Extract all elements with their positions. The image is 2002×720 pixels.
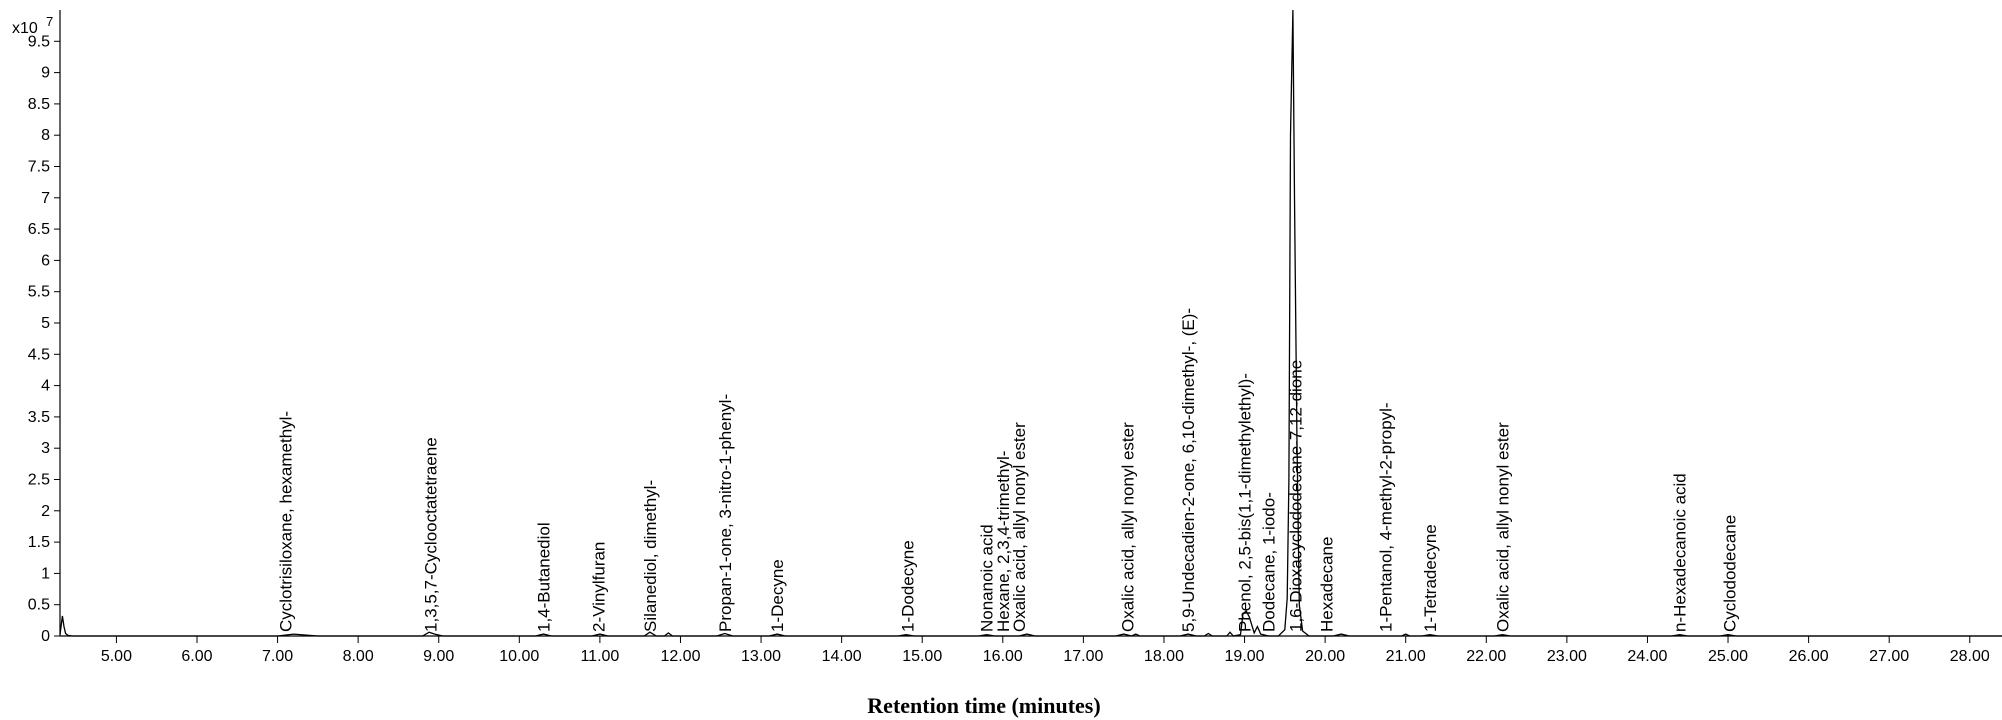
- y-tick-label: 6.5: [28, 221, 50, 238]
- y-tick-label: 5: [41, 315, 50, 332]
- y-tick-label: 2.5: [28, 472, 50, 489]
- x-tick-label: 26.00: [1789, 648, 1829, 665]
- y-tick-label: 8: [41, 127, 50, 144]
- x-tick-label: 25.00: [1708, 648, 1748, 665]
- peak-label: Propan-1-one, 3-nitro-1-phenyl-: [716, 394, 735, 632]
- y-tick-label: 1: [41, 565, 50, 582]
- x-tick-label: 5.00: [101, 648, 132, 665]
- x-tick-label: 24.00: [1627, 648, 1667, 665]
- y-tick-label: 6: [41, 252, 50, 269]
- y-tick-label: 7: [41, 190, 50, 207]
- x-tick-label: 7.00: [262, 648, 293, 665]
- y-tick-label: 0.5: [28, 597, 50, 614]
- peak-label: 1-Dodecyne: [899, 540, 918, 632]
- x-tick-label: 23.00: [1547, 648, 1587, 665]
- y-tick-label: 7.5: [28, 159, 50, 176]
- peak-label: Cyclotrisiloxane, hexamethyl-: [277, 411, 296, 632]
- y-tick-label: 9: [41, 65, 50, 82]
- y-tick-label: 8.5: [28, 96, 50, 113]
- peak-label: Oxalic acid, allyl nonyl ester: [1010, 422, 1029, 632]
- peak-label: Hexane, 2,3,4-trimethyl-: [994, 451, 1013, 632]
- x-tick-label: 13.00: [741, 648, 781, 665]
- peak-label: Nonanoic acid: [978, 524, 997, 632]
- chromatogram-trace: [59, 9, 2002, 637]
- y-tick-label: 2: [41, 503, 50, 520]
- x-tick-label: 10.00: [499, 648, 539, 665]
- x-tick-label: 27.00: [1869, 648, 1909, 665]
- x-tick-label: 16.00: [983, 648, 1023, 665]
- x-tick-label: 21.00: [1386, 648, 1426, 665]
- x-tick-label: 11.00: [580, 648, 619, 665]
- y-tick-label: 4: [41, 378, 50, 395]
- x-tick-label: 18.00: [1144, 648, 1184, 665]
- y-tick-label: 5.5: [28, 284, 50, 301]
- y-ticks: 0 0.5 1 1.5 2 2.5 3 3.5 4 4.5 5 5.5 6 6.5 7 7.5 8 8.5 9 9.5: [28, 33, 60, 645]
- peak-label: Phenol, 2,5-bis(1,1-dimethylethyl)-: [1236, 373, 1255, 632]
- axes: [59, 10, 2002, 637]
- peak-label: 1,6-Dioxacyclododecane-7,12-dione: [1286, 360, 1305, 632]
- x-tick-label: 12.00: [660, 648, 700, 665]
- peak-label: 5,9-Undecadien-2-one, 6,10-dimethyl-, (E…: [1179, 308, 1198, 632]
- x-tick-label: 6.00: [181, 648, 212, 665]
- peak-labels: Cyclotrisiloxane, hexamethyl- 1,3,5,7-Cyc…: [277, 308, 1740, 632]
- peak-label: 1,4-Butanediol: [534, 522, 553, 632]
- y-tick-label: 9.5: [28, 33, 50, 50]
- x-tick-label: 28.00: [1950, 648, 1990, 665]
- y-scale-prefix: x10: [12, 20, 38, 37]
- peak-label: 1-Pentanol, 4-methyl-2-propyl-: [1377, 402, 1396, 632]
- x-tick-label: 17.00: [1063, 648, 1103, 665]
- peak-label: n-Hexadecanoic acid: [1671, 473, 1690, 632]
- peak-label: Cyclododecane: [1721, 515, 1740, 632]
- peak-label: 1,3,5,7-Cyclooctatetraene: [422, 437, 441, 632]
- y-scale-exponent: 7: [46, 14, 53, 29]
- x-tick-label: 19.00: [1225, 648, 1265, 665]
- peak-label: Hexadecane: [1318, 537, 1337, 632]
- x-tick-label: 9.00: [423, 648, 454, 665]
- y-tick-label: 0: [41, 628, 50, 645]
- x-ticks: 5.00 6.00 7.00 8.00 9.00 10.00 11.00 12.00 13.00…: [101, 636, 1990, 665]
- y-tick-label: 1.5: [28, 534, 50, 551]
- x-tick-label: 15.00: [902, 648, 942, 665]
- y-tick-label: 3.5: [28, 409, 50, 426]
- x-axis-label: Retention time (minutes): [867, 693, 1100, 718]
- x-tick-label: 22.00: [1466, 648, 1506, 665]
- peak-label: 1-Decyne: [768, 559, 787, 632]
- x-tick-label: 14.00: [822, 648, 862, 665]
- x-tick-label: 20.00: [1305, 648, 1345, 665]
- y-tick-label: 4.5: [28, 346, 50, 363]
- x-tick-label: 8.00: [343, 648, 374, 665]
- peak-label: Dodecane, 1-iodo-: [1260, 492, 1279, 632]
- peak-label: Oxalic acid, allyl nonyl ester: [1119, 422, 1138, 632]
- y-tick-label: 3: [41, 440, 50, 457]
- peak-label: Silanediol, dimethyl-: [641, 480, 660, 632]
- peak-label: Oxalic acid, allyl nonyl ester: [1493, 422, 1512, 632]
- peak-label: 1-Tetradecyne: [1421, 524, 1440, 632]
- peak-label: 2-Vinylfuran: [589, 542, 608, 632]
